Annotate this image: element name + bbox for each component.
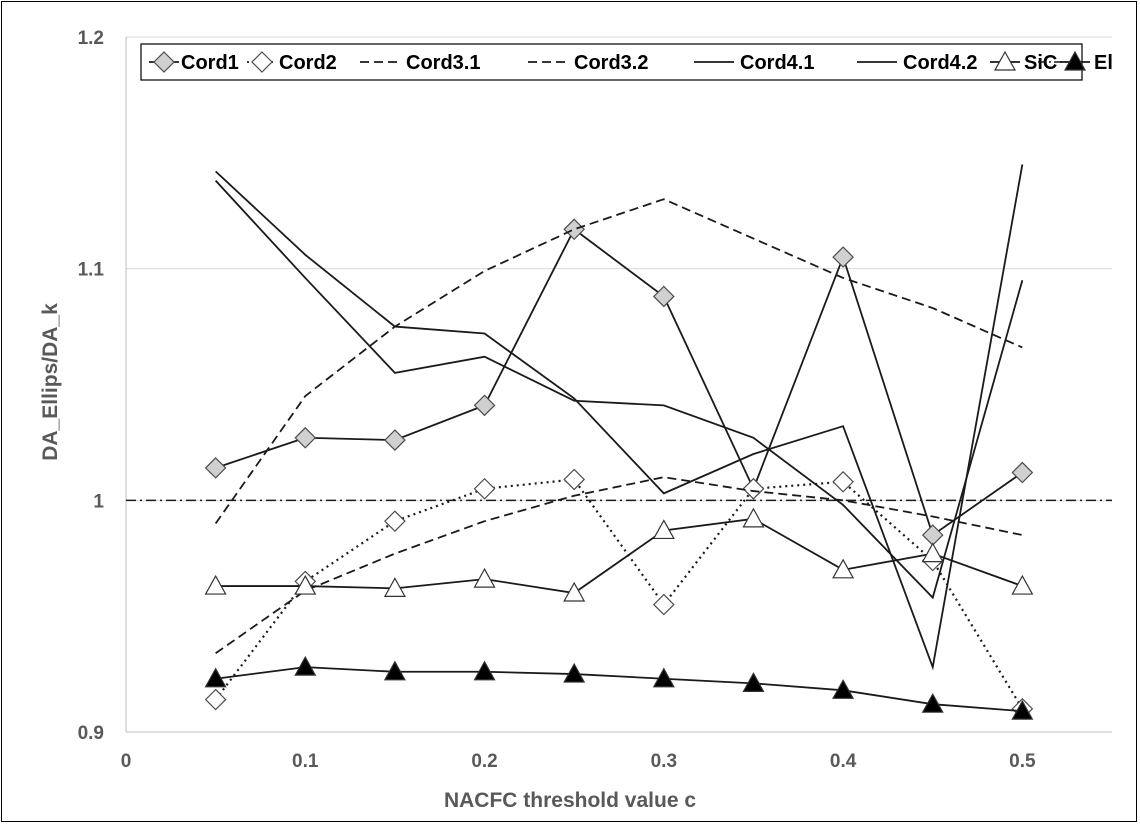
series-Cord4.1 (215, 164, 1024, 671)
point-Cord1-5 (652, 285, 675, 308)
series-line-Cord2 (214, 478, 1024, 710)
x-tick-label-4: 0.4 (830, 751, 857, 772)
legend-item-El: El (1060, 50, 1113, 74)
legend-label-SiC: SiC (1024, 52, 1057, 74)
point-El-7 (832, 679, 855, 699)
series-group (204, 164, 1034, 720)
legend-label-Cord1: Cord1 (181, 52, 239, 74)
point-Cord1-7 (832, 246, 854, 268)
point-El-6 (742, 672, 765, 692)
point-SiC-1 (294, 574, 317, 595)
point-Cord2-2 (384, 510, 406, 533)
series-line-Cord4.1 (215, 164, 1024, 671)
series-line-Cord3.1 (214, 198, 1023, 525)
y-axis-title: DA_Ellips/DA_k (39, 303, 62, 461)
series-Cord1 (204, 218, 1034, 546)
point-Cord2-0 (204, 688, 227, 711)
x-tick-label-5: 0.5 (1009, 751, 1036, 772)
legend-label-Cord2: Cord2 (279, 52, 337, 74)
legend-item-Cord3.1: Cord3.1 (360, 52, 480, 74)
legend-item-SiC: SiC (990, 50, 1057, 74)
x-tick-label-2: 0.2 (471, 751, 497, 772)
point-SiC-7 (832, 558, 855, 579)
point-Cord1-1 (294, 426, 317, 449)
point-Cord1-8 (921, 524, 944, 546)
series-line-Cord4.2 (214, 180, 1024, 600)
series-Cord3.1 (214, 198, 1023, 525)
legend-item-Cord3.2: Cord3.2 (528, 52, 648, 74)
series-SiC (204, 507, 1034, 602)
axes (125, 37, 1112, 733)
legend-item-Cord4.2: Cord4.2 (857, 52, 977, 74)
point-SiC-5 (652, 519, 675, 540)
point-SiC-3 (473, 567, 496, 588)
point-El-4 (563, 662, 586, 683)
point-El-8 (921, 692, 944, 713)
y-tick-label-1: 1 (93, 491, 104, 512)
legend-marker-El (1063, 50, 1087, 71)
point-Cord1-3 (473, 394, 496, 417)
series-line-SiC (215, 517, 1023, 594)
point-SiC-8 (921, 542, 944, 563)
legend-label-Cord3.2: Cord3.2 (574, 52, 648, 74)
point-El-5 (652, 667, 675, 688)
series-line-Cord3.2 (215, 476, 1023, 654)
point-Cord1-9 (1011, 461, 1034, 484)
legend-marker-SiC (993, 50, 1017, 71)
y-tick-label-0: 0.9 (78, 723, 104, 744)
point-Cord2-7 (832, 470, 854, 493)
series-Cord3.2 (215, 476, 1023, 654)
legend-item-Cord1: Cord1 (149, 51, 239, 74)
x-tick-label-0: 0 (121, 751, 132, 772)
point-Cord2-3 (473, 477, 496, 500)
series-Cord4.2 (214, 180, 1024, 600)
point-SiC-6 (742, 507, 765, 528)
tick-labels: 0 0.1 0.2 0.3 0.4 0.5 0.9 1 1.1 1.2 (78, 28, 1036, 772)
legend-marker-Cord2 (251, 51, 273, 73)
legend-box (140, 43, 1083, 81)
point-Cord1-4 (563, 218, 586, 241)
point-SiC-4 (563, 581, 586, 602)
x-tick-label-1: 0.1 (292, 751, 319, 772)
series-El (204, 655, 1034, 720)
point-El-0 (204, 667, 227, 688)
x-axis-title: NACFC threshold value c (444, 789, 696, 812)
point-El-3 (473, 660, 496, 681)
legend-label-Cord3.1: Cord3.1 (406, 52, 480, 74)
point-El-9 (1011, 699, 1034, 720)
point-El-1 (294, 655, 317, 676)
point-Cord2-4 (563, 468, 586, 491)
point-SiC-2 (383, 577, 406, 597)
gridlines (126, 36, 1112, 733)
legend-item-Cord4.1: Cord4.1 (694, 52, 814, 74)
legend-label-Cord4.2: Cord4.2 (903, 52, 977, 74)
point-Cord1-0 (204, 457, 227, 479)
point-El-2 (383, 660, 406, 681)
legend-label-El: El (1094, 52, 1113, 74)
x-tick-label-3: 0.3 (651, 751, 677, 772)
legend-marker-Cord1 (153, 51, 175, 73)
point-Cord1-2 (384, 429, 406, 451)
point-Cord2-6 (742, 477, 765, 500)
series-line-El (215, 666, 1023, 713)
y-tick-label-2: 1.1 (78, 260, 105, 281)
point-SiC-9 (1011, 574, 1034, 595)
point-SiC-0 (204, 574, 227, 595)
legend-label-Cord4.1: Cord4.1 (740, 52, 814, 74)
legend-item-Cord2: Cord2 (247, 51, 337, 74)
legend: Cord1 Cord2 Cord3.1 Cord3.2 Cord4.1 Cord4.2 Si… (140, 43, 1113, 81)
y-tick-label-3: 1.2 (78, 28, 104, 49)
series-Cord2 (204, 468, 1034, 720)
series-line-Cord1 (215, 227, 1023, 537)
point-Cord2-5 (652, 593, 675, 616)
